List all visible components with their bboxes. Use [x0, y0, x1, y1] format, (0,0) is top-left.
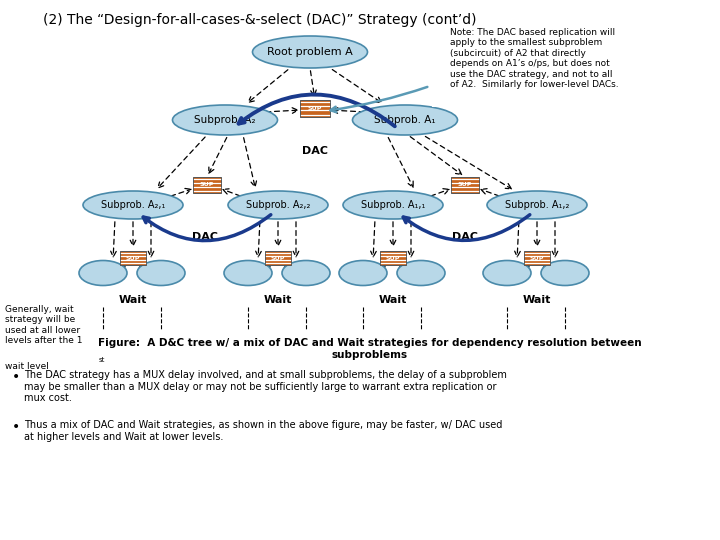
Text: wait level: wait level	[5, 362, 49, 371]
Ellipse shape	[353, 105, 457, 135]
Ellipse shape	[282, 260, 330, 286]
FancyBboxPatch shape	[193, 177, 221, 193]
FancyBboxPatch shape	[451, 177, 479, 193]
Text: (2) The “Design-for-all-cases-&-select (DAC)” Strategy (cont’d): (2) The “Design-for-all-cases-&-select (…	[43, 13, 477, 27]
FancyBboxPatch shape	[380, 251, 406, 265]
Text: Subprob. A₂,₂: Subprob. A₂,₂	[246, 200, 310, 210]
Ellipse shape	[253, 36, 367, 68]
Text: DAC: DAC	[302, 146, 328, 156]
FancyBboxPatch shape	[265, 251, 291, 265]
Text: Generally, wait
strategy will be
used at all lower
levels after the 1: Generally, wait strategy will be used at…	[5, 305, 83, 345]
Ellipse shape	[483, 260, 531, 286]
Text: Note: The DAC based replication will
apply to the smallest subproblem
(subcircui: Note: The DAC based replication will app…	[450, 28, 618, 89]
Text: Figure:  A D&C tree w/ a mix of DAC and Wait strategies for dependency resolutio: Figure: A D&C tree w/ a mix of DAC and W…	[98, 338, 642, 360]
Text: SUP: SUP	[200, 183, 214, 187]
Text: Subprob. A₁,₂: Subprob. A₁,₂	[505, 200, 570, 210]
Text: SUP: SUP	[530, 255, 544, 260]
Text: Subprob. A₁,₁: Subprob. A₁,₁	[361, 200, 426, 210]
Ellipse shape	[79, 260, 127, 286]
Text: Root problem A: Root problem A	[267, 47, 353, 57]
Text: Wait: Wait	[379, 295, 408, 305]
Ellipse shape	[173, 105, 277, 135]
Text: •: •	[12, 420, 20, 434]
FancyBboxPatch shape	[120, 251, 146, 265]
FancyBboxPatch shape	[300, 99, 330, 117]
Text: Wait: Wait	[119, 295, 147, 305]
Ellipse shape	[83, 191, 183, 219]
Ellipse shape	[224, 260, 272, 286]
Text: SUP: SUP	[458, 183, 472, 187]
Ellipse shape	[397, 260, 445, 286]
Text: Subprob. A₁: Subprob. A₁	[374, 115, 436, 125]
Text: Wait: Wait	[523, 295, 552, 305]
Text: DAC: DAC	[192, 232, 218, 242]
Text: SUP: SUP	[126, 255, 140, 260]
Ellipse shape	[343, 191, 443, 219]
Text: Subprob. A₂,₁: Subprob. A₂,₁	[101, 200, 165, 210]
FancyBboxPatch shape	[524, 251, 550, 265]
Text: The DAC strategy has a MUX delay involved, and at small subproblems, the delay o: The DAC strategy has a MUX delay involve…	[24, 370, 507, 403]
Ellipse shape	[487, 191, 587, 219]
Text: SUP: SUP	[386, 255, 400, 260]
Text: SUP: SUP	[308, 105, 322, 111]
Text: SUP: SUP	[271, 255, 285, 260]
Ellipse shape	[137, 260, 185, 286]
Ellipse shape	[228, 191, 328, 219]
Ellipse shape	[339, 260, 387, 286]
Text: DAC: DAC	[452, 232, 478, 242]
Text: Thus a mix of DAC and Wait strategies, as shown in the above figure, may be fast: Thus a mix of DAC and Wait strategies, a…	[24, 420, 503, 442]
Text: Subprob. A₂: Subprob. A₂	[194, 115, 256, 125]
Text: st: st	[99, 357, 105, 363]
Text: Wait: Wait	[264, 295, 292, 305]
Text: •: •	[12, 370, 20, 384]
Ellipse shape	[541, 260, 589, 286]
